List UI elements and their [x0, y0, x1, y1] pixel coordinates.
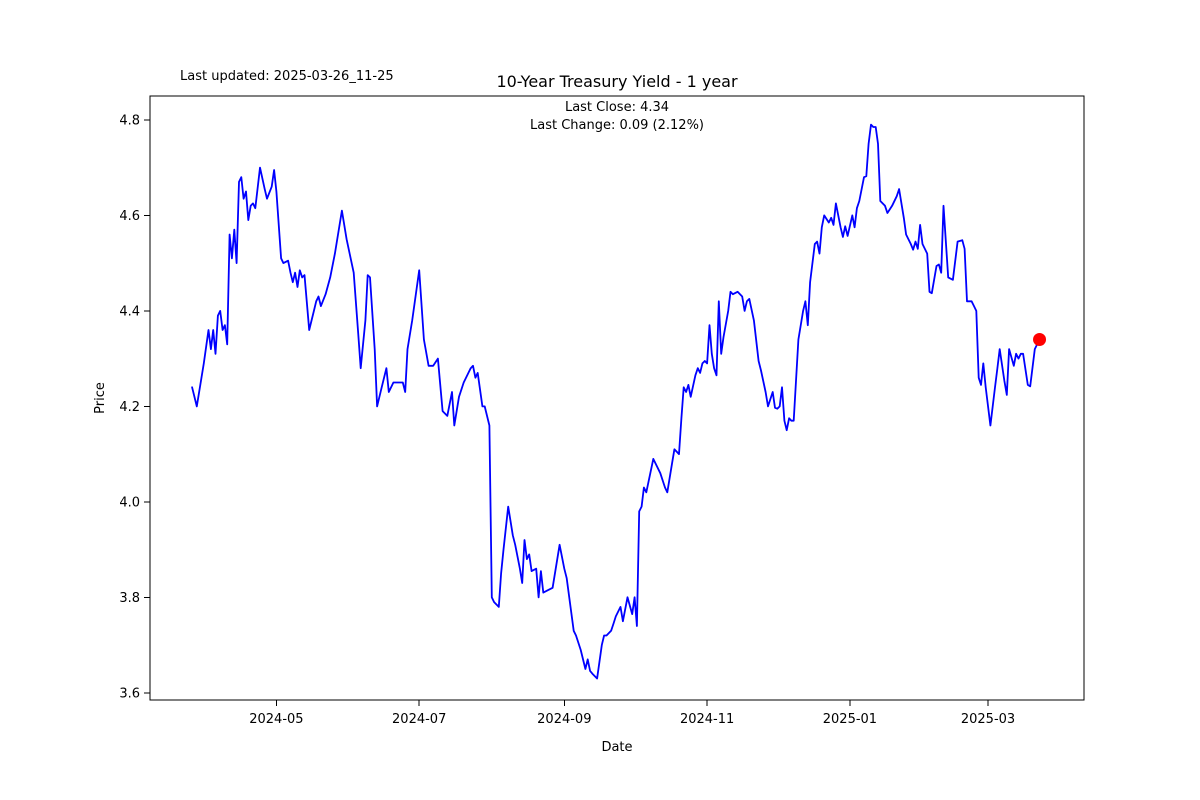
x-axis-tick-label: 2024-09 — [537, 712, 591, 727]
y-axis-tick-label: 4.6 — [119, 209, 140, 224]
y-axis-tick-label: 4.2 — [119, 400, 140, 415]
y-axis-tick-label: 4.8 — [119, 113, 140, 128]
last-change-text: Last Change: 0.09 (2.12%) — [529, 118, 704, 133]
y-axis-label: Price — [93, 382, 108, 414]
chart-title: 10-Year Treasury Yield - 1 year — [496, 72, 738, 91]
axes-frame — [149, 95, 1085, 701]
y-axis-tick-label: 4.0 — [119, 495, 140, 510]
x-axis-label: Date — [601, 740, 632, 755]
last-updated-label: Last updated: 2025-03-26_11-25 — [180, 69, 394, 84]
last-close-marker — [1033, 333, 1047, 347]
x-axis-tick-label: 2024-07 — [392, 712, 446, 727]
y-axis-tick-label: 4.4 — [119, 304, 140, 319]
x-axis-tick-label: 2025-01 — [823, 712, 877, 727]
x-axis-tick-label: 2025-03 — [961, 712, 1015, 727]
yield-line — [191, 123, 1041, 680]
last-close-text: Last Close: 4.34 — [564, 100, 670, 115]
x-axis-tick-label: 2024-05 — [249, 712, 303, 727]
x-axis-tick-label: 2024-11 — [680, 712, 734, 727]
chart-subtitle: Last Close: 4.34 Last Change: 0.09 (2.12… — [150, 99, 1084, 135]
y-axis-tick-label: 3.6 — [119, 686, 140, 701]
y-axis-tick-label: 3.8 — [119, 591, 140, 606]
